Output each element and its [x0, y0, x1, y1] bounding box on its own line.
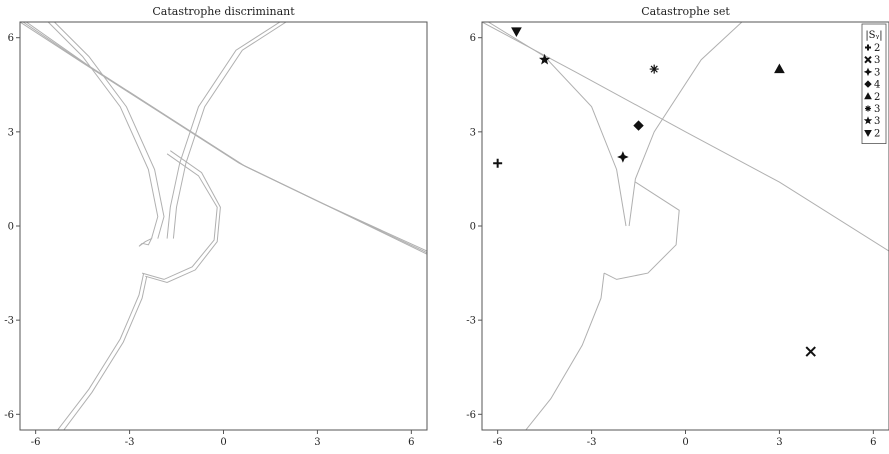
y-tick-label: 0 [8, 222, 14, 233]
point-star5 [540, 55, 549, 63]
panel-title: Catastrophe set [641, 5, 730, 18]
y-tick-label: 3 [8, 127, 14, 138]
y-tick-label: 0 [470, 222, 476, 233]
curves [482, 22, 889, 430]
point-plus [493, 159, 502, 168]
curve-2 [23, 22, 427, 253]
curves [20, 22, 427, 430]
curve-5 [526, 273, 604, 430]
x-tick-label: 6 [870, 437, 876, 448]
y-tick-label: 6 [470, 33, 476, 44]
legend-label: 3 [874, 55, 880, 66]
x-tick-label: 3 [314, 437, 320, 448]
legend-label: 3 [874, 104, 880, 115]
curve-2 [488, 22, 626, 226]
x-tick-label: 0 [682, 437, 688, 448]
curve-11 [64, 276, 147, 430]
y-tick-label: -6 [466, 410, 476, 421]
scatter-points [493, 28, 815, 356]
curve-4 [604, 182, 679, 279]
curve-10 [58, 273, 144, 430]
x-tick-label: -3 [587, 437, 597, 448]
legend-label: 2 [874, 43, 880, 54]
curve-3 [26, 22, 427, 251]
x-tick-label: 3 [776, 437, 782, 448]
legend-label: 2 [874, 128, 880, 139]
point-triangle-down [512, 28, 521, 36]
point-asterisk [650, 65, 659, 74]
plot-frame [20, 22, 427, 430]
curve-6 [167, 22, 280, 239]
x-tick-label: -3 [125, 437, 135, 448]
y-tick-label: 6 [8, 33, 14, 44]
legend-label: 2 [874, 92, 880, 103]
x-tick-label: 6 [408, 437, 414, 448]
legend-title: |Sᵧ| [865, 30, 882, 41]
y-tick-label: -6 [4, 410, 14, 421]
point-x [806, 347, 815, 356]
x-tick-label: -6 [493, 437, 503, 448]
legend-label: 4 [874, 80, 880, 91]
legend-label: 3 [874, 116, 880, 127]
point-triangle-up [775, 65, 784, 73]
panel-1: Catastrophe discriminant -6 -3 0 3 6 -6 -3 0 3 6 [4, 5, 427, 448]
panel-title: Catastrophe discriminant [152, 5, 295, 18]
curve-8 [145, 151, 220, 283]
curve-12 [139, 239, 152, 247]
y-tick-label: -3 [466, 316, 476, 327]
curve-4 [48, 22, 158, 239]
y-tick-label: 3 [470, 127, 476, 138]
y-tick-label: -3 [4, 316, 14, 327]
point-diamond [634, 121, 643, 130]
legend-marker-asterisk [865, 106, 871, 112]
x-tick-label: 0 [220, 437, 226, 448]
curve-9 [142, 154, 217, 280]
curve-1 [20, 22, 427, 254]
point-star4 [618, 152, 627, 161]
x-tick-label: -6 [31, 437, 41, 448]
legend-label: 3 [874, 67, 880, 78]
curve-3 [629, 22, 742, 226]
curve-1 [482, 22, 889, 251]
